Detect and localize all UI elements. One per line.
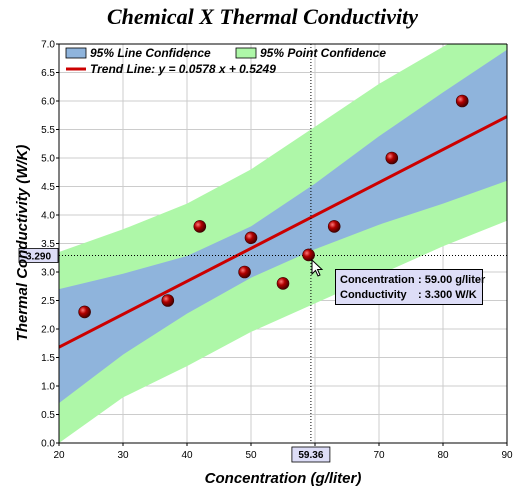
confidence-bands — [59, 44, 507, 443]
tooltip-y-value: : 3.300 W/K — [418, 289, 477, 301]
markers — [78, 94, 469, 319]
data-point — [161, 294, 175, 307]
data-point — [302, 248, 315, 262]
data-tooltip: Concentration: 59.00 g/liter Conductivit… — [335, 269, 486, 305]
data-point — [78, 305, 91, 319]
axes — [56, 43, 508, 446]
y-tick-label: 6.0 — [41, 97, 55, 108]
tooltip-x-value: : 59.00 g/liter — [418, 274, 486, 286]
x-tick-label: 80 — [437, 450, 449, 461]
x-tick-label: 70 — [373, 450, 385, 461]
chart-title: Chemical X Thermal Conductivity — [106, 4, 419, 29]
legend-point-confidence-label: 95% Point Confidence — [260, 46, 386, 60]
crosshair-y-label: 3.290 — [26, 251, 51, 262]
y-tick-label: 7.0 — [41, 40, 55, 51]
x-tick-label: 40 — [181, 450, 193, 461]
legend-line-confidence-swatch — [65, 47, 87, 59]
tick-labels: 20304050607080900.00.51.01.52.02.53.03.5… — [41, 40, 513, 462]
x-tick-label: 90 — [501, 450, 513, 461]
legend-line-confidence-label: 95% Line Confidence — [90, 46, 211, 60]
crosshair-x-label: 59.36 — [298, 450, 323, 461]
legend: 95% Line Confidence 95% Point Confidence T… — [65, 46, 386, 76]
y-tick-label: 6.5 — [41, 68, 55, 79]
trend-line — [59, 115, 507, 349]
mouse-cursor-icon — [311, 258, 324, 277]
y-tick-label: 5.0 — [41, 154, 55, 165]
y-axis-label: Thermal Conductivity (W/K) — [14, 145, 31, 342]
y-tick-label: 1.5 — [41, 353, 55, 364]
trend-line-group — [59, 115, 507, 349]
tooltip-y-label: Conductivity — [340, 289, 407, 301]
y-tick-label: 3.0 — [41, 268, 55, 279]
y-tick-label: 0.5 — [41, 410, 55, 421]
data-point — [455, 94, 469, 108]
crosshair-x-label-box — [291, 446, 331, 463]
legend-trend-label: Trend Line: y = 0.0578 x + 0.5249 — [90, 62, 276, 76]
y-tick-label: 4.0 — [41, 211, 55, 222]
data-point — [238, 265, 251, 279]
x-tick-label: 30 — [117, 450, 129, 461]
x-axis-label: Concentration (g/liter) — [205, 470, 362, 487]
data-point — [276, 277, 290, 290]
data-point — [193, 220, 207, 233]
crosshair-labels: 3.290 59.36 — [18, 248, 331, 463]
y-tick-label: 4.5 — [41, 182, 55, 193]
y-tick-label: 0.0 — [41, 439, 55, 450]
x-tick-label: 50 — [245, 450, 257, 461]
y-tick-label: 2.5 — [41, 296, 55, 307]
y-tick-label: 1.0 — [41, 382, 55, 393]
legend-point-confidence-swatch — [235, 47, 257, 59]
crosshair-y-label-box — [18, 248, 59, 263]
data-point — [327, 220, 341, 233]
y-tick-label: 3.5 — [41, 239, 55, 250]
y-tick-label: 5.5 — [41, 125, 55, 136]
data-point — [244, 231, 258, 245]
line-confidence-band — [59, 49, 507, 404]
tooltip-x-label: Concentration — [340, 274, 415, 286]
x-tick-label: 20 — [53, 450, 65, 461]
y-tick-label: 2.0 — [41, 325, 55, 336]
crosshair — [59, 44, 507, 443]
data-point — [385, 151, 399, 165]
